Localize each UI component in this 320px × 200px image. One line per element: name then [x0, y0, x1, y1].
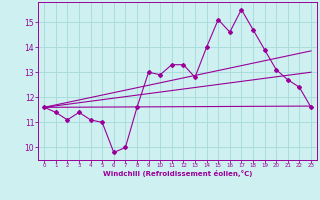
X-axis label: Windchill (Refroidissement éolien,°C): Windchill (Refroidissement éolien,°C): [103, 170, 252, 177]
